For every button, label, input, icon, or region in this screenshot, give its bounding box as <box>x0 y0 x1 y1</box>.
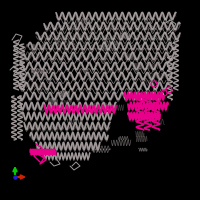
Point <box>13 175 17 179</box>
